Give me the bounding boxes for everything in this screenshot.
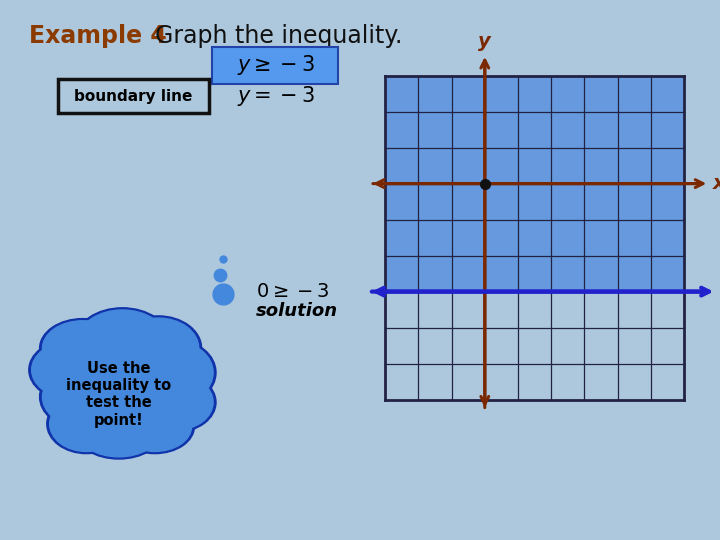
Text: $0 \geq -3$: $0 \geq -3$ <box>256 282 329 301</box>
Ellipse shape <box>137 340 216 405</box>
Text: $y \geq -3$: $y \geq -3$ <box>237 53 314 77</box>
Ellipse shape <box>53 353 185 441</box>
Text: Example 4: Example 4 <box>29 24 166 48</box>
Ellipse shape <box>137 373 216 432</box>
Ellipse shape <box>115 400 194 454</box>
Text: Use the
inequality to
test the
point!: Use the inequality to test the point! <box>66 361 171 428</box>
Ellipse shape <box>78 407 159 457</box>
Ellipse shape <box>40 367 112 427</box>
FancyBboxPatch shape <box>385 292 684 400</box>
FancyBboxPatch shape <box>385 76 684 292</box>
Text: $y = -3$: $y = -3$ <box>237 84 314 109</box>
Text: x: x <box>713 174 720 193</box>
Ellipse shape <box>32 342 105 397</box>
Text: boundary line: boundary line <box>74 89 192 104</box>
FancyBboxPatch shape <box>212 47 338 84</box>
Text: y: y <box>478 32 491 51</box>
FancyBboxPatch shape <box>58 79 209 113</box>
Text: solution: solution <box>256 301 338 320</box>
Ellipse shape <box>47 394 126 454</box>
Ellipse shape <box>76 405 162 459</box>
Ellipse shape <box>78 310 166 370</box>
Ellipse shape <box>118 318 199 379</box>
Ellipse shape <box>42 369 109 424</box>
Ellipse shape <box>50 351 187 443</box>
Ellipse shape <box>140 342 213 403</box>
Ellipse shape <box>76 308 169 373</box>
Ellipse shape <box>42 321 123 376</box>
Ellipse shape <box>118 402 192 451</box>
Ellipse shape <box>40 319 126 378</box>
Ellipse shape <box>140 375 213 430</box>
Ellipse shape <box>29 340 108 400</box>
Ellipse shape <box>50 396 123 451</box>
Text: Graph the inequality.: Graph the inequality. <box>140 24 402 48</box>
Ellipse shape <box>115 316 202 381</box>
